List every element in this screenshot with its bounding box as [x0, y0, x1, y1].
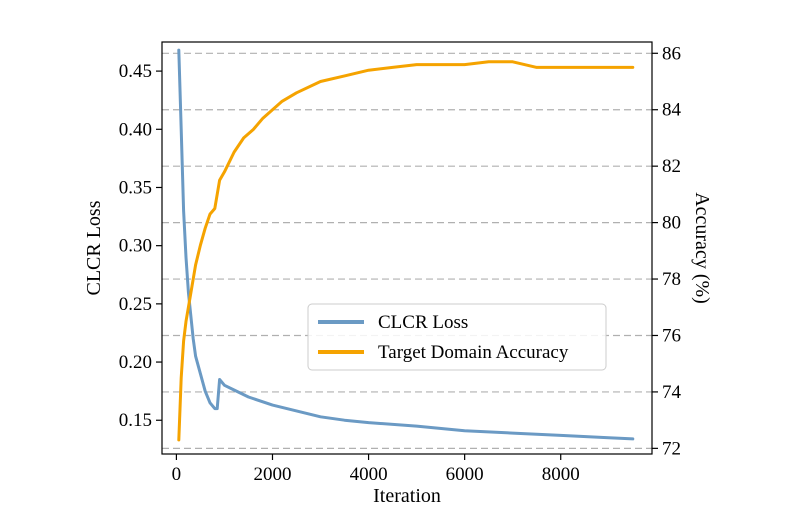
data-point	[607, 436, 610, 439]
data-point	[199, 244, 202, 247]
data-point	[189, 292, 192, 295]
data-point	[535, 66, 538, 69]
x-tick-label: 6000	[446, 464, 484, 485]
data-point	[182, 209, 185, 212]
data-point	[487, 60, 490, 63]
data-point	[247, 396, 250, 398]
data-point	[194, 355, 197, 358]
data-point	[262, 117, 264, 120]
left-tick-label: 0.30	[119, 236, 152, 257]
right-tick-label: 86	[662, 43, 681, 64]
data-point	[192, 337, 195, 340]
right-tick-label: 82	[662, 156, 681, 177]
data-point	[218, 378, 221, 381]
left-tick-label: 0.20	[119, 352, 152, 373]
data-point	[209, 213, 211, 216]
data-point	[223, 384, 226, 387]
data-point	[223, 170, 226, 173]
data-point	[463, 429, 466, 432]
data-point	[180, 376, 183, 379]
right-tick-label: 76	[662, 325, 681, 346]
right-tick-label: 78	[662, 269, 681, 290]
data-point	[180, 128, 183, 131]
left-tick-label: 0.35	[119, 177, 152, 198]
data-point	[187, 291, 190, 294]
data-point	[463, 63, 466, 66]
data-point	[607, 66, 610, 69]
data-point	[213, 207, 216, 210]
data-point	[631, 66, 634, 69]
data-point	[631, 438, 634, 440]
data-point	[271, 108, 274, 111]
left-tick-label: 0.15	[119, 410, 152, 431]
data-point	[295, 91, 298, 94]
data-point	[343, 75, 346, 77]
data-point	[343, 419, 346, 422]
left-tick-label: 0.25	[119, 294, 152, 315]
legend-label-clcr-loss: CLCR Loss	[378, 312, 468, 333]
data-point	[271, 404, 274, 406]
data-point	[391, 66, 394, 69]
data-point	[177, 49, 180, 51]
data-point	[189, 314, 192, 317]
left-axis-ticks: 0.15 0.20 0.25 0.30 0.35 0.40 0.45	[119, 61, 162, 431]
data-point	[185, 320, 187, 323]
data-point	[216, 407, 219, 410]
x-axis-title: Iteration	[373, 485, 441, 507]
data-point	[182, 340, 185, 342]
right-tick-label: 84	[662, 100, 682, 121]
data-point	[177, 439, 180, 441]
data-point	[295, 410, 298, 412]
x-tick-label: 4000	[350, 464, 388, 485]
legend-box	[307, 303, 607, 371]
right-tick-label: 72	[662, 438, 681, 459]
data-point	[367, 421, 370, 424]
data-point	[559, 66, 562, 69]
x-axis-ticks: 0 2000 4000 6000 8000	[172, 454, 580, 485]
legend: CLCR Loss Target Domain Accuracy	[307, 303, 607, 371]
legend-label-target-domain-accuracy: Target Domain Accuracy	[378, 342, 569, 363]
series-lines	[177, 48, 635, 442]
data-point	[511, 432, 514, 434]
data-point	[252, 128, 255, 131]
series-line-clcr-loss	[177, 48, 635, 441]
data-point	[185, 256, 187, 259]
data-point	[204, 390, 207, 393]
data-point	[199, 372, 202, 375]
data-point	[281, 100, 283, 103]
data-point	[233, 389, 236, 391]
plot-frame	[161, 41, 653, 455]
left-tick-label: 0.40	[119, 119, 152, 140]
data-point	[209, 401, 211, 404]
data-point	[511, 60, 514, 63]
x-tick-label: 8000	[542, 464, 580, 485]
data-point	[213, 407, 216, 410]
data-point	[319, 415, 322, 418]
x-tick-label: 0	[172, 464, 182, 485]
data-point	[439, 63, 442, 66]
right-tick-label: 80	[662, 213, 681, 234]
x-tick-label: 2000	[253, 464, 291, 485]
data-point	[583, 66, 586, 69]
data-point	[233, 151, 236, 154]
data-point	[415, 425, 418, 427]
right-axis-ticks: 72 74 76 78 80 82 84 86	[652, 43, 682, 459]
data-point	[194, 264, 197, 266]
data-point	[242, 137, 245, 139]
data-point	[367, 69, 370, 72]
left-tick-label: 0.45	[119, 61, 152, 82]
data-point	[559, 434, 562, 437]
right-y-axis-title: Accuracy (%)	[691, 192, 713, 304]
data-point	[415, 63, 418, 66]
data-point	[319, 80, 322, 83]
right-tick-label: 74	[662, 382, 682, 403]
left-y-axis-title: CLCR Loss	[83, 200, 105, 295]
data-point	[218, 179, 221, 182]
series-line-target-domain-accuracy	[177, 60, 635, 442]
data-point	[204, 227, 207, 230]
